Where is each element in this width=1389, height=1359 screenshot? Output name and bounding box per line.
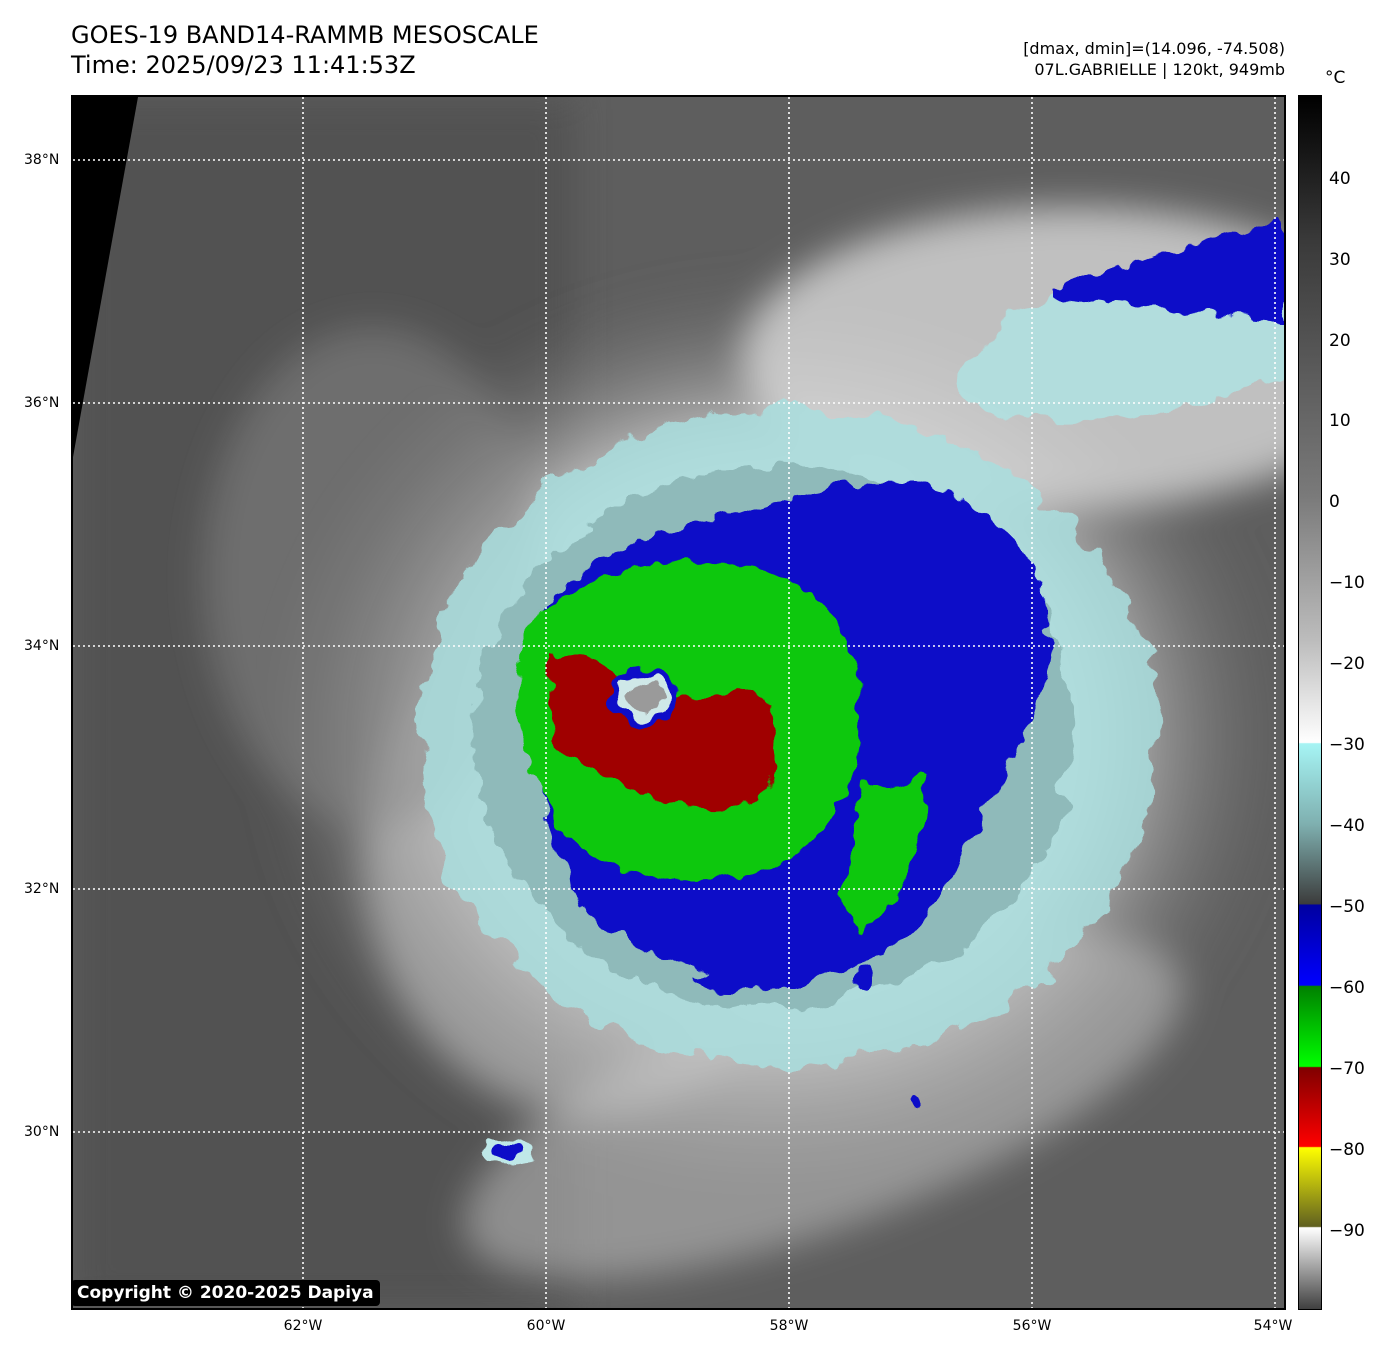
lon-label-60w: 60°W [526,1318,566,1334]
title-line-1: GOES-19 BAND14-RAMMB MESOSCALE [71,21,539,49]
colorbar-tick-minus90: −90 [1329,1221,1365,1241]
lat-label-30n: 30°N [24,1124,60,1140]
lat-label-38n: 38°N [24,152,60,168]
lat-label-34n: 34°N [24,638,60,654]
colorbar-tick-minus80: −80 [1329,1140,1365,1160]
lon-label-56w: 56°W [1012,1318,1052,1334]
colorbar-tick-minus60: −60 [1329,978,1365,998]
colorbar-tick-10: 10 [1329,411,1351,431]
colorbar-tick-20: 20 [1329,331,1351,351]
lon-label-62w: 62°W [283,1318,323,1334]
colorbar-tick-30: 30 [1329,250,1351,270]
colorbar-tick-minus40: −40 [1329,816,1365,836]
storm-intensity: 07L.GABRIELLE | 120kt, 949mb [1034,60,1285,79]
colorbar-tick-0: 0 [1329,492,1340,512]
ir-imagery [73,97,1284,1308]
colorbar-tick-minus70: −70 [1329,1059,1365,1079]
storm-info: [dmax, dmin]=(14.096, -74.508) 07L.GABRI… [1023,38,1285,80]
satellite-map [71,95,1286,1310]
copyright-badge: Copyright © 2020-2025 Dapiya [71,1280,380,1306]
title-line-2: Time: 2025/09/23 11:41:53Z [71,51,416,79]
lon-label-54w: 54°W [1253,1318,1293,1334]
colorbar-tick-minus30: −30 [1329,735,1365,755]
dmax-dmin-readout: [dmax, dmin]=(14.096, -74.508) [1023,39,1285,58]
colorbar-tick-minus10: −10 [1329,573,1365,593]
graticule [73,97,1284,1308]
colorbar-unit: °C [1325,68,1346,88]
lat-label-32n: 32°N [24,881,60,897]
lat-label-36n: 36°N [24,395,60,411]
temperature-colorbar [1298,95,1322,1310]
colorbar-tick-40: 40 [1329,169,1351,189]
colorbar-tick-minus20: −20 [1329,654,1365,674]
colorbar-tick-minus50: −50 [1329,897,1365,917]
lon-label-58w: 58°W [769,1318,809,1334]
chart-title: GOES-19 BAND14-RAMMB MESOSCALE Time: 202… [71,20,539,80]
